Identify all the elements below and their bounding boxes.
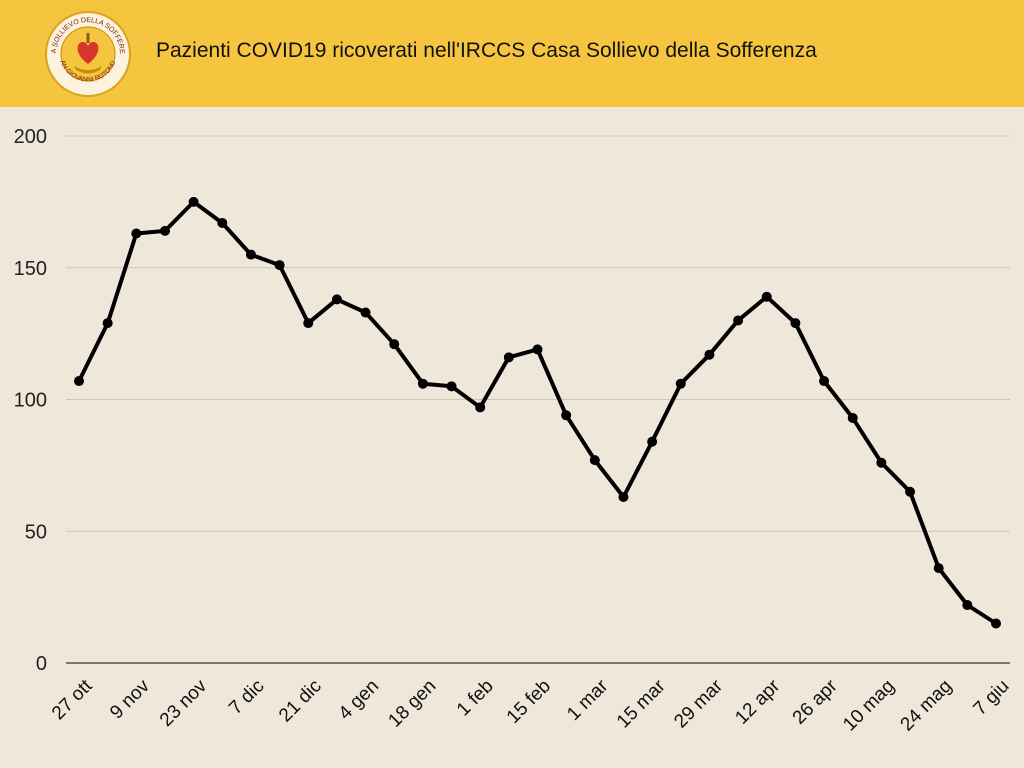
data-point bbox=[131, 228, 142, 239]
x-tick-label: 15 mar bbox=[613, 675, 670, 732]
data-point bbox=[331, 294, 342, 305]
data-point bbox=[933, 563, 944, 574]
data-point bbox=[704, 349, 715, 360]
grid-lines bbox=[66, 135, 1010, 664]
y-tick-label: 100 bbox=[14, 390, 47, 412]
data-point bbox=[647, 436, 658, 447]
y-tick-label: 200 bbox=[14, 126, 47, 148]
data-point bbox=[675, 378, 686, 389]
data-point bbox=[761, 291, 772, 302]
x-tick-label: 21 dic bbox=[275, 676, 326, 727]
chart-title: Pazienti COVID19 ricoverati nell'IRCCS C… bbox=[156, 39, 817, 62]
data-points bbox=[74, 196, 1001, 629]
data-point bbox=[962, 600, 973, 611]
data-point bbox=[790, 318, 801, 329]
x-tick-label: 7 giu bbox=[970, 676, 1014, 720]
data-point bbox=[389, 339, 400, 350]
x-tick-label: 4 gen bbox=[335, 676, 383, 724]
x-tick-label: 24 mag bbox=[897, 676, 957, 736]
x-tick-label: 15 feb bbox=[503, 676, 555, 728]
data-point bbox=[188, 196, 199, 207]
y-tick-label: 150 bbox=[14, 258, 47, 280]
x-tick-label: 1 mar bbox=[563, 675, 613, 725]
x-tick-label: 1 feb bbox=[453, 676, 498, 721]
data-point bbox=[532, 344, 543, 355]
data-point bbox=[618, 491, 629, 502]
data-point bbox=[503, 352, 514, 363]
data-point bbox=[905, 486, 916, 497]
data-point bbox=[561, 410, 572, 421]
x-tick-label: 7 dic bbox=[225, 676, 268, 719]
data-point bbox=[102, 318, 113, 329]
data-point bbox=[74, 376, 84, 387]
data-point bbox=[360, 307, 371, 318]
data-point bbox=[847, 412, 858, 423]
y-axis-ticks: 0 50 100 150 200 bbox=[14, 126, 47, 675]
data-point bbox=[876, 457, 887, 468]
y-tick-label: 50 bbox=[25, 521, 47, 543]
data-point bbox=[475, 402, 486, 413]
series-line bbox=[77, 199, 998, 626]
x-tick-label: 9 nov bbox=[106, 675, 154, 723]
line-chart: 0 50 100 150 200 27 ott 9 nov 23 nov 7 dic 21 di… bbox=[14, 126, 1014, 735]
data-point bbox=[589, 455, 600, 466]
data-point bbox=[733, 315, 744, 326]
data-point bbox=[446, 381, 457, 392]
x-tick-label: 27 ott bbox=[48, 675, 97, 724]
data-point bbox=[217, 217, 228, 228]
data-point bbox=[159, 225, 170, 236]
data-point bbox=[303, 318, 314, 329]
header-banner: CASA SOLLIEVO DELLA SOFFERENZA SAN GIOVA… bbox=[0, 0, 1024, 107]
data-point bbox=[819, 376, 830, 387]
x-axis-ticks: 27 ott 9 nov 23 nov 7 dic 21 dic 4 gen 18 gen 1… bbox=[48, 675, 1013, 735]
x-tick-label: 26 apr bbox=[789, 675, 842, 728]
hospital-logo: CASA SOLLIEVO DELLA SOFFERENZA SAN GIOVA… bbox=[44, 10, 131, 97]
x-tick-label: 12 apr bbox=[731, 675, 784, 728]
x-tick-label: 10 mag bbox=[839, 676, 899, 736]
data-point bbox=[274, 260, 285, 271]
x-tick-label: 18 gen bbox=[384, 676, 440, 732]
x-tick-label: 29 mar bbox=[670, 675, 727, 732]
data-point bbox=[991, 618, 1001, 629]
y-tick-label: 0 bbox=[36, 653, 47, 675]
x-tick-label: 23 nov bbox=[156, 675, 212, 731]
data-point bbox=[245, 249, 256, 260]
data-point bbox=[417, 378, 428, 389]
